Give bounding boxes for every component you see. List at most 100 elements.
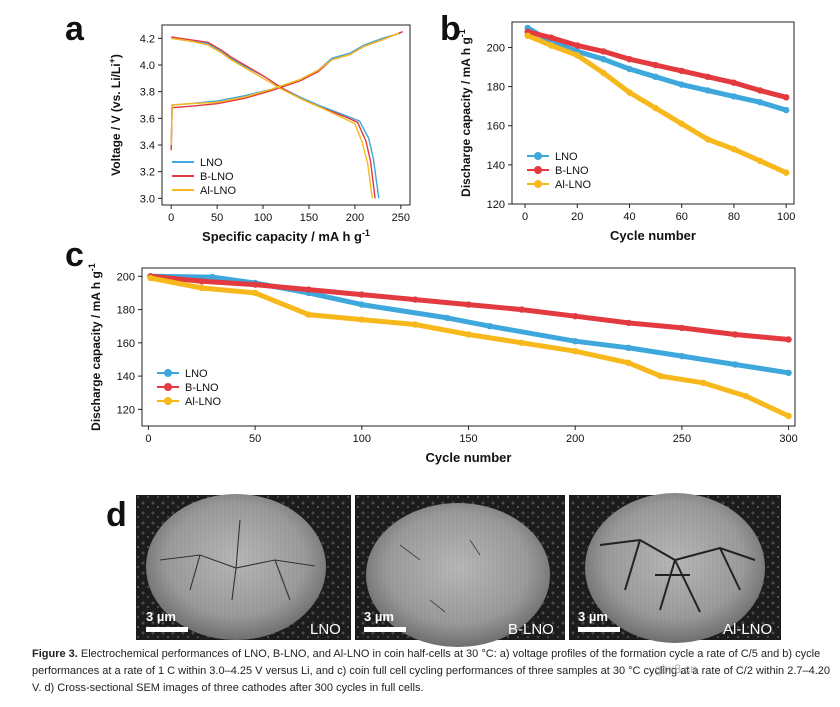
sem-images: 3 µm LNO 3 µm B-LNO 3 µm Al-: [136, 493, 781, 647]
data-point-al-lno-b: [524, 32, 531, 39]
x-tick-label-b: 0: [522, 211, 528, 223]
x-tick-label-b: 20: [571, 211, 583, 223]
data-point-al-lno-b: [626, 89, 633, 96]
data-point-b-lno-b: [756, 87, 764, 94]
data-point-lno-b: [756, 99, 764, 106]
legend-label-al-lno-c: Al-LNO: [185, 396, 222, 408]
data-point-al-lno-b: [574, 52, 581, 59]
y-tick-label-c: 200: [117, 271, 135, 283]
data-point-b-lno-c: [305, 286, 312, 293]
data-point-al-lno-b: [704, 136, 711, 143]
panel-label-c: c: [65, 236, 84, 274]
x-tick-label-a: 200: [346, 212, 364, 224]
data-point-lno-c: [785, 369, 792, 376]
y-tick-label-a: 3.0: [140, 193, 155, 205]
y-axis-title-c: Discharge capacity / mA h g-1: [87, 263, 103, 431]
x-tick-label-c: 150: [459, 433, 477, 445]
sem-image-lno: 3 µm LNO: [136, 494, 351, 640]
sem-label-lno: LNO: [310, 621, 341, 638]
y-tick-label-c: 120: [117, 404, 135, 416]
sem-scale-b-lno: 3 µm: [364, 609, 394, 624]
panel-label-d: d: [106, 496, 127, 534]
data-point-al-lno-c: [518, 339, 525, 346]
data-point-al-lno-b: [548, 42, 555, 49]
y-tick-label-a: 3.8: [140, 87, 155, 99]
y-tick-label-a: 4.2: [140, 33, 155, 45]
data-point-al-lno-c: [742, 392, 750, 400]
data-point-b-lno-c: [518, 306, 525, 313]
data-point-lno-b: [626, 65, 633, 73]
data-point-lno-b: [600, 56, 607, 63]
panel-label-b: b: [440, 10, 461, 48]
legend-label-al-lno-b: Al-LNO: [555, 179, 592, 191]
data-point-al-lno-c: [572, 348, 579, 355]
x-tick-label-b: 80: [728, 211, 740, 223]
y-tick-label-c: 180: [117, 305, 135, 317]
x-tick-label-c: 200: [566, 433, 584, 445]
data-point-b-lno-c: [572, 313, 579, 320]
x-tick-label-c: 0: [145, 433, 151, 445]
data-point-b-lno-c: [358, 291, 365, 298]
data-point-al-lno-c: [785, 412, 792, 420]
legend-label-lno-c: LNO: [185, 368, 208, 380]
data-point-lno-b: [730, 93, 738, 100]
data-point-lno-b: [704, 87, 711, 94]
x-axis-title-c: Cycle number: [426, 450, 512, 465]
legend-label-b-lno-c: B-LNO: [185, 382, 219, 394]
x-tick-label-a: 100: [254, 212, 272, 224]
data-point-al-lno-b: [730, 146, 738, 153]
legend-label-al-lno-a: Al-LNO: [200, 185, 237, 197]
data-point-al-lno-c: [251, 289, 259, 297]
x-axis-title-b: Cycle number: [610, 228, 696, 243]
watermark: gbx8.cn: [655, 662, 698, 676]
legend-label-b-lno-b: B-LNO: [555, 165, 589, 177]
x-tick-label-b: 60: [676, 211, 688, 223]
x-axis-title-a: Specific capacity / mA h g-1: [202, 228, 370, 244]
caption-label: Figure 3.: [32, 648, 78, 660]
x-tick-label-c: 100: [353, 433, 371, 445]
sem-label-al-lno: Al-LNO: [723, 621, 772, 638]
sem-scale-al-lno: 3 µm: [578, 609, 608, 624]
data-point-b-lno-c: [465, 301, 472, 308]
chart-a: 0 50 100 150 200 250 3.0 3.2 3.4 3.6 3.8 4.0 4.2 Spec…: [107, 24, 411, 244]
data-point-b-lno-b: [730, 79, 738, 86]
data-point-lno-b: [652, 73, 659, 81]
data-point-b-lno-c: [678, 324, 686, 332]
data-point-b-lno-b: [783, 94, 790, 101]
data-point-al-lno-c: [657, 372, 664, 380]
data-point-b-lno-b: [574, 42, 581, 49]
data-point-b-lno-c: [785, 336, 792, 343]
legend-marker-al-lno-c: [164, 397, 172, 405]
data-point-b-lno-c: [198, 278, 205, 285]
data-point-b-lno-c: [412, 296, 419, 303]
data-point-b-lno-c: [625, 319, 632, 327]
series-line-al-lno-discharge: [171, 37, 373, 199]
data-point-lno-c: [732, 361, 739, 368]
data-point-al-lno-b: [678, 120, 685, 128]
x-tick-label-a: 150: [300, 212, 318, 224]
y-tick-label-b: 140: [487, 160, 505, 172]
legend-label-lno-a: LNO: [200, 157, 223, 169]
data-point-lno-c: [209, 273, 216, 281]
series-line-b-lno-c: [148, 273, 792, 342]
legend-marker-b-lno-c: [164, 383, 172, 391]
data-point-b-lno-c: [251, 281, 259, 288]
data-point-lno-c: [678, 352, 686, 360]
data-point-al-lno-c: [465, 331, 472, 338]
sem-image-al-lno: 3 µm Al-LNO: [569, 493, 781, 643]
x-tick-label-a: 250: [392, 212, 410, 224]
y-tick-label-b: 200: [487, 42, 505, 54]
data-point-al-lno-c: [147, 274, 154, 282]
x-tick-label-c: 300: [779, 433, 797, 445]
y-tick-label-b: 180: [487, 82, 505, 94]
x-tick-label-c: 50: [249, 433, 261, 445]
data-point-al-lno-c: [412, 321, 419, 328]
data-point-al-lno-b: [600, 69, 607, 77]
data-point-b-lno-b: [652, 61, 659, 69]
sem-scale-lno: 3 µm: [146, 609, 176, 624]
chart-b: 0 20 40 60 80 100 120 140 160 180 200 Cycle number D…: [457, 21, 795, 243]
data-point-lno-b: [783, 106, 790, 114]
legend-marker-al-lno-b: [534, 180, 542, 188]
